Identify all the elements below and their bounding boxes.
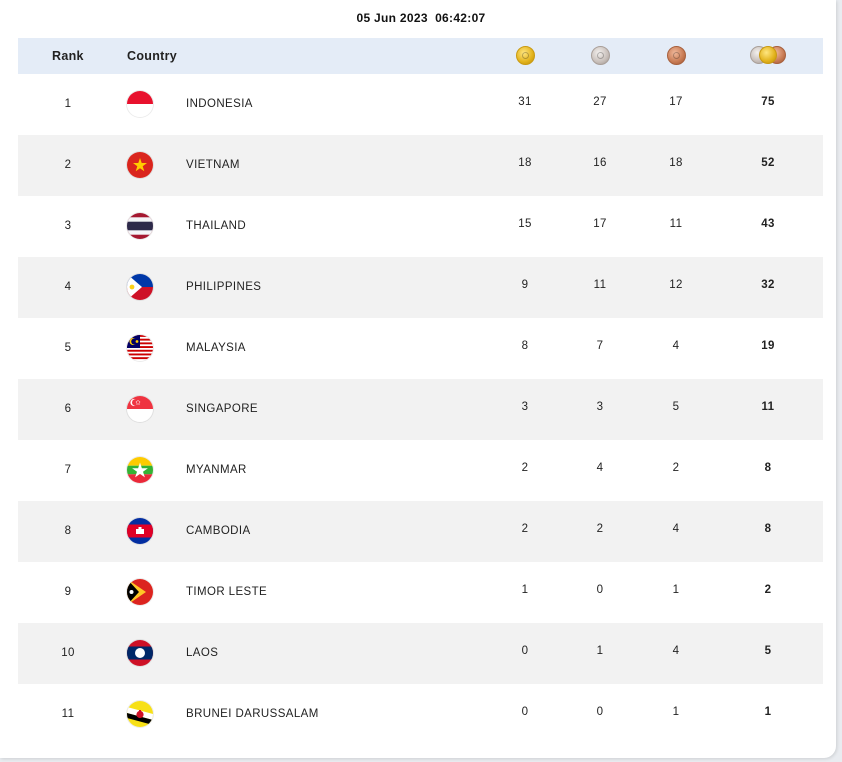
country-name: PHILIPPINES <box>186 281 262 293</box>
total-count: 43 <box>761 218 775 230</box>
rank-cell: 9 <box>64 586 72 598</box>
all-medals-icon <box>750 46 790 66</box>
update-timestamp: 05 Jun 2023 06:42:07 <box>356 11 486 25</box>
gold-count: 1 <box>521 584 529 596</box>
gold-count: 18 <box>518 157 532 169</box>
cambodia-flag-icon <box>127 518 153 544</box>
bronze-count: 1 <box>672 584 680 596</box>
total-count: 19 <box>761 340 775 352</box>
country-name: MYANMAR <box>186 464 247 476</box>
table-row[interactable]: 5 MALAYSIA 8 7 4 <box>18 318 823 379</box>
country-name: THAILAND <box>186 220 247 232</box>
bronze-count: 5 <box>672 401 680 413</box>
country-name: VIETNAM <box>186 159 240 171</box>
silver-count: 27 <box>593 96 607 108</box>
country-name: TIMOR LESTE <box>186 586 268 598</box>
table-row[interactable]: 2 VIETNAM 18 16 18 52 <box>18 135 823 196</box>
rank-cell: 10 <box>61 647 75 659</box>
gold-count: 3 <box>521 401 529 413</box>
medal-table: Rank Country 1 INDONESIA 31 27 17 75 2 <box>18 38 823 745</box>
indonesia-flag-icon <box>127 91 153 117</box>
total-count: 52 <box>761 157 775 169</box>
total-count: 8 <box>764 523 772 535</box>
gold-count: 0 <box>521 645 529 657</box>
rank-column-header: Rank <box>52 49 84 63</box>
total-count: 32 <box>761 279 775 291</box>
table-row[interactable]: 8 CAMBODIA 2 2 4 8 <box>18 501 823 562</box>
gold-count: 31 <box>518 96 532 108</box>
brunei-flag-icon <box>127 701 153 727</box>
vietnam-flag-icon <box>127 152 153 178</box>
rank-cell: 11 <box>61 708 75 720</box>
table-row[interactable]: 7 MYANMAR 2 4 2 8 <box>18 440 823 501</box>
silver-count: 11 <box>593 279 607 291</box>
bronze-count: 18 <box>669 157 683 169</box>
total-count: 75 <box>761 96 775 108</box>
bronze-count: 11 <box>669 218 683 230</box>
myanmar-flag-icon <box>127 457 153 483</box>
timor-leste-flag-icon <box>127 579 153 605</box>
country-name: CAMBODIA <box>186 525 251 537</box>
total-count: 2 <box>764 584 772 596</box>
table-row[interactable]: 11 BRUNEI DARUSSALAM 0 0 1 1 <box>18 684 823 745</box>
rank-cell: 5 <box>64 342 72 354</box>
bronze-count: 12 <box>669 279 683 291</box>
rank-cell: 6 <box>64 403 72 415</box>
table-row[interactable]: 10 LAOS 0 1 4 5 <box>18 623 823 684</box>
silver-count: 1 <box>596 645 604 657</box>
table-row[interactable]: 9 TIMOR LESTE 1 0 1 2 <box>18 562 823 623</box>
gold-count: 2 <box>521 462 529 474</box>
bronze-count: 4 <box>672 645 680 657</box>
rank-cell: 8 <box>64 525 72 537</box>
silver-count: 2 <box>596 523 604 535</box>
silver-medal-icon <box>591 46 610 65</box>
silver-count: 7 <box>596 340 604 352</box>
table-row[interactable]: 3 THAILAND 15 17 11 43 <box>18 196 823 257</box>
gold-count: 2 <box>521 523 529 535</box>
table-header: Rank Country <box>18 38 823 74</box>
silver-count: 3 <box>596 401 604 413</box>
thailand-flag-icon <box>127 213 153 239</box>
table-row[interactable]: 4 PHILIPPINES 9 11 12 32 <box>18 257 823 318</box>
gold-count: 9 <box>521 279 529 291</box>
total-count: 5 <box>764 645 772 657</box>
country-name: LAOS <box>186 647 219 659</box>
table-row[interactable]: 6 SINGAPORE 3 3 5 11 <box>18 379 823 440</box>
rank-cell: 1 <box>64 98 72 110</box>
silver-count: 0 <box>596 706 604 718</box>
philippines-flag-icon <box>127 274 153 300</box>
bronze-count: 1 <box>672 706 680 718</box>
country-name: INDONESIA <box>186 98 253 110</box>
bronze-medal-icon <box>667 46 686 65</box>
table-row[interactable]: 1 INDONESIA 31 27 17 75 <box>18 74 823 135</box>
bronze-count: 4 <box>672 523 680 535</box>
gold-count: 8 <box>521 340 529 352</box>
rank-cell: 4 <box>64 281 72 293</box>
country-name: MALAYSIA <box>186 342 246 354</box>
country-name: SINGAPORE <box>186 403 258 415</box>
rank-cell: 2 <box>64 159 72 171</box>
gold-count: 0 <box>521 706 529 718</box>
country-column-header: Country <box>127 49 178 63</box>
bronze-count: 4 <box>672 340 680 352</box>
rank-cell: 3 <box>64 220 72 232</box>
gold-count: 15 <box>518 218 532 230</box>
total-count: 11 <box>761 401 775 413</box>
singapore-flag-icon <box>127 396 153 422</box>
rank-cell: 7 <box>64 464 72 476</box>
gold-medal-icon <box>516 46 535 65</box>
malaysia-flag-icon <box>127 335 153 361</box>
silver-count: 0 <box>596 584 604 596</box>
country-name: BRUNEI DARUSSALAM <box>186 708 319 720</box>
silver-count: 16 <box>593 157 607 169</box>
total-count: 1 <box>764 706 772 718</box>
silver-count: 17 <box>593 218 607 230</box>
laos-flag-icon <box>127 640 153 666</box>
bronze-count: 17 <box>669 96 683 108</box>
total-count: 8 <box>764 462 772 474</box>
bronze-count: 2 <box>672 462 680 474</box>
silver-count: 4 <box>596 462 604 474</box>
